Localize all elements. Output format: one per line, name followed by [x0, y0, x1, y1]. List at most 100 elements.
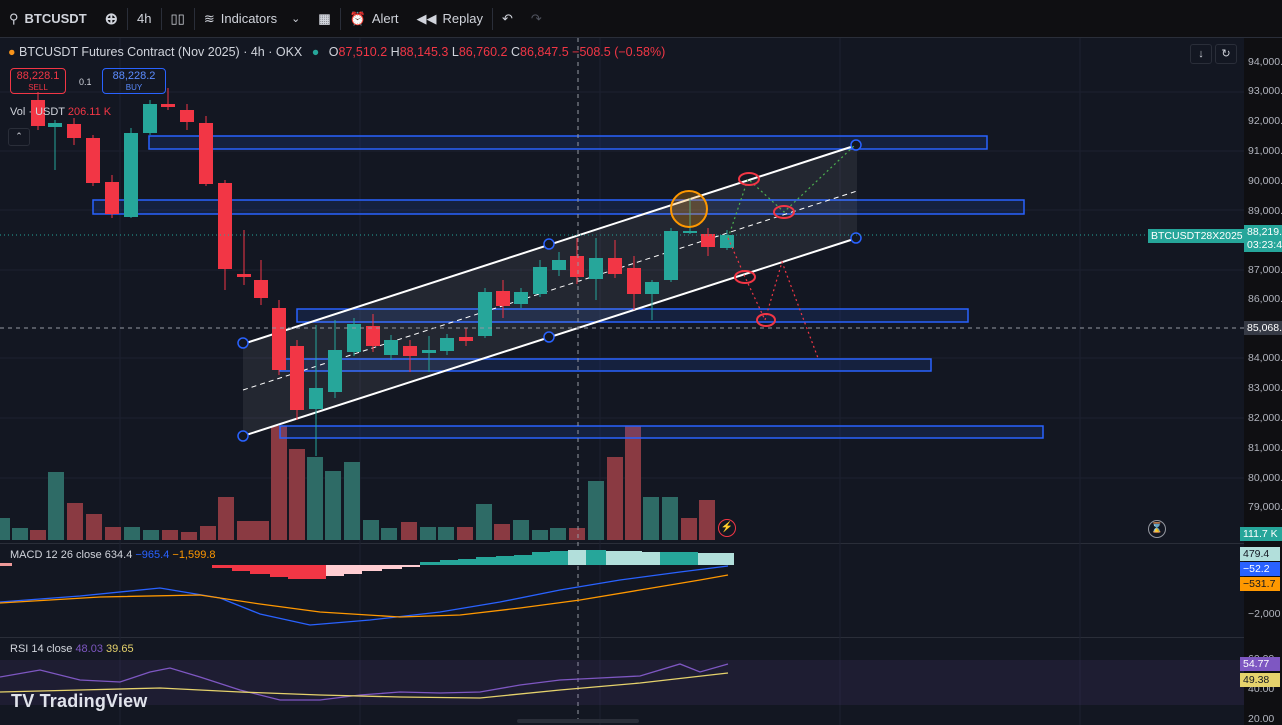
price-tick: 94,000.0 [1248, 56, 1282, 68]
legend-title[interactable]: BTCUSDT Futures Contract (Nov 2025) · 4h… [19, 45, 303, 59]
ohlc-close: 86,847.5 [520, 45, 569, 59]
alert-button[interactable]: ⏰ Alert [341, 0, 408, 37]
redo-icon: ↷ [530, 10, 542, 26]
candle [67, 124, 81, 138]
collapse-legend-button[interactable]: ⌃ [8, 128, 30, 146]
volume-bar [569, 528, 585, 540]
lightning-icon[interactable]: ⚡ [718, 519, 736, 537]
indicators-label: Indicators [220, 11, 278, 26]
support-resistance-zones[interactable] [92, 135, 1044, 439]
channel-anchor [543, 331, 555, 343]
volume-bar [86, 514, 102, 540]
layouts-icon: ▦ [318, 10, 331, 26]
pane-divider[interactable] [0, 637, 1244, 638]
crosshair-price-label: 85,068. [1244, 321, 1282, 335]
parallel-channel[interactable] [237, 139, 862, 442]
divider [127, 7, 129, 30]
candle [627, 268, 641, 294]
channel-anchor [237, 337, 249, 349]
projection-paths[interactable] [670, 145, 855, 359]
pane-divider[interactable] [0, 543, 1244, 544]
volume-bar [0, 518, 10, 540]
volume-bar [344, 462, 360, 540]
candle [589, 258, 603, 279]
fullscreen-button[interactable]: ↻ [1215, 44, 1237, 64]
symbol-search[interactable]: ⚲ BTCUSDT [0, 0, 96, 37]
replay-label: Replay [442, 11, 484, 26]
sell-label: SELL [28, 83, 48, 92]
macd-value-signal: −1,599.8 [172, 549, 216, 561]
volume-bar [67, 503, 83, 540]
macd-line [0, 565, 729, 626]
candle [199, 123, 213, 184]
ohlc-change: −508.5 (−0.58%) [572, 45, 666, 59]
volume-bar [105, 527, 121, 540]
macd-label: MACD 12 26 close [10, 549, 102, 561]
rsi-tick: 20.00 [1248, 713, 1275, 725]
price-axis[interactable]: 94,000.0 93,000.0 92,000.0 91,000.0 90,0… [1244, 38, 1282, 725]
candle [440, 338, 454, 351]
price-tick: 92,000.0 [1248, 115, 1282, 127]
layouts-button[interactable]: ▦ [309, 0, 339, 37]
candle [608, 258, 622, 274]
volume-bar [12, 528, 28, 540]
replay-button[interactable]: ◀◀ Replay [408, 0, 492, 37]
macd-legend[interactable]: MACD 12 26 close 634.4 −965.4 −1,599.8 [10, 549, 216, 561]
volume-bar [476, 504, 492, 540]
volume-bar [588, 481, 604, 540]
buy-button[interactable]: 88,228.2 BUY [102, 68, 166, 94]
compare-button[interactable]: ⊕ [96, 0, 127, 37]
candle [218, 183, 232, 269]
divider [339, 7, 341, 30]
candle [105, 182, 119, 214]
candle [645, 282, 659, 294]
crosshair [0, 38, 1244, 725]
current-price-label: 88,219. [1244, 225, 1282, 239]
download-button[interactable]: ↓ [1190, 44, 1212, 64]
top-toolbar: ⚲ BTCUSDT ⊕ 4h ▯▯ ≋ Indicators ⌄ ▦ ⏰ Ale… [0, 0, 1282, 38]
macd-signal-label: −531.7 [1240, 577, 1280, 591]
candle [720, 235, 734, 248]
candle [366, 326, 380, 346]
tv-logo-icon: TV [11, 691, 35, 711]
bullish-path [727, 145, 855, 239]
undo-icon: ↶ [502, 10, 513, 26]
macd-tick: −2,000 [1248, 608, 1281, 620]
price-tick: 90,000.0 [1248, 175, 1282, 187]
price-tick: 86,000.0 [1248, 293, 1282, 305]
volume-bar [699, 500, 715, 540]
interval-button[interactable]: 4h [128, 0, 160, 37]
volume-bar [289, 449, 305, 540]
volume-bar [662, 497, 678, 540]
redo-button[interactable]: ↷ [522, 0, 551, 37]
undo-button[interactable]: ↶ [493, 0, 522, 37]
candle [48, 123, 62, 127]
sell-button[interactable]: 88,228.1 SELL [10, 68, 66, 94]
candle [496, 291, 510, 306]
rsi-legend[interactable]: RSI 14 close 48.03 39.65 [10, 643, 134, 655]
volume-bar [30, 530, 46, 540]
tradingview-logo[interactable]: TV TradingView [11, 691, 148, 712]
price-tick: 93,000.0 [1248, 85, 1282, 97]
candle [309, 388, 323, 409]
symbol-price-tag: BTCUSDT28X2025 [1148, 229, 1246, 243]
volume-bar [271, 426, 287, 540]
timer-icon[interactable]: ⌛ [1148, 520, 1166, 538]
fullscreen-icon: ↻ [1221, 48, 1231, 60]
channel-anchor [237, 430, 249, 442]
volume-legend[interactable]: Vol · USDT 206.11 K [10, 106, 111, 118]
btc-icon: ● [8, 45, 16, 59]
candle [290, 346, 304, 410]
rsi-value: 48.03 [75, 643, 103, 655]
candle [161, 104, 175, 107]
price-tick: 89,000.0 [1248, 205, 1282, 217]
price-tick: 91,000.0 [1248, 145, 1282, 157]
support-zone [296, 308, 969, 323]
volume-axis-label: 111.7 K [1240, 527, 1282, 541]
resistance-zone [148, 135, 988, 150]
indicators-button[interactable]: ≋ Indicators ⌄ [195, 0, 310, 37]
chart-type-button[interactable]: ▯▯ [162, 0, 194, 37]
divider [193, 7, 195, 30]
volume-value: 206.11 K [67, 106, 112, 118]
rsi-label: RSI 14 close [10, 643, 73, 655]
